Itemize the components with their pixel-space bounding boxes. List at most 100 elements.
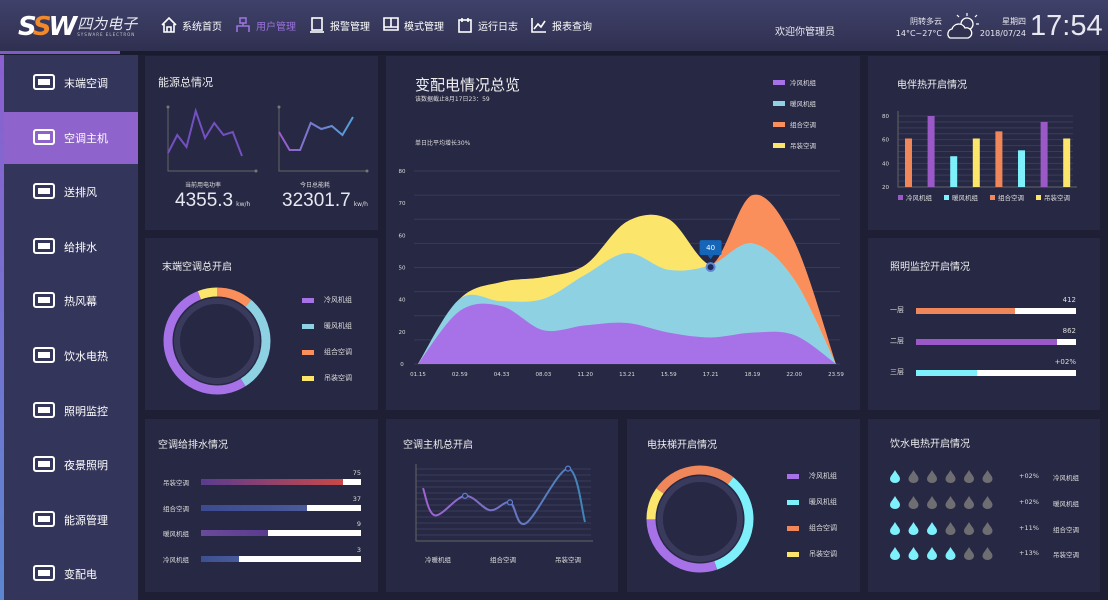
top-nav: 系统首页 用户管理 报警管理 模式管理 运行日志 报表查询 <box>160 16 592 34</box>
temperature: 14°C~27°C <box>895 29 942 38</box>
axis <box>278 107 367 172</box>
sidebar-item-9[interactable]: 能源管理 <box>4 494 138 546</box>
sidebar-item-8[interactable]: 夜景照明 <box>4 439 138 491</box>
water-drop-icon <box>908 495 919 509</box>
bar <box>1018 150 1025 187</box>
legend-swatch <box>1036 195 1041 200</box>
donut-segment <box>163 287 271 395</box>
tooltip-box <box>699 240 722 256</box>
nav-item-1[interactable]: 系统首页 <box>160 16 222 34</box>
sidebar-item-6[interactable]: 饮水电热 <box>4 330 138 382</box>
legend-item: 组合空调 <box>787 523 837 533</box>
water-drop-icon <box>945 521 956 535</box>
donut-segment <box>646 465 754 573</box>
percent-value: +02% <box>1019 472 1039 480</box>
ac-unit-icon <box>33 74 55 90</box>
terminal-ac-donut <box>163 287 271 395</box>
y-tick-label: 0 <box>400 362 404 368</box>
row-label: 吊装空调 <box>1053 551 1079 560</box>
row-label: 吊装空调 <box>163 479 189 487</box>
legend-swatch <box>898 195 903 200</box>
night-light-icon <box>33 456 55 473</box>
legend-swatch <box>787 473 799 479</box>
y-tick-label: 60 <box>882 138 889 144</box>
water-drop-icon <box>945 495 956 509</box>
water-progress-bar <box>201 479 361 485</box>
panel-title: 照明监控开启情况 <box>890 262 970 273</box>
sidebar-label: 变配电 <box>64 568 97 582</box>
floor-progress-bar <box>916 370 1076 376</box>
brand-name: 四为电子 <box>77 15 138 33</box>
legend-swatch <box>302 323 314 329</box>
stacked-area-chart: 0 20 40 50 60 70 80 01.15 02.59 04.33 08.03 11.20 13… <box>399 78 845 378</box>
sidebar-item-4[interactable]: 给排水 <box>4 221 138 273</box>
percent-value: +11% <box>1019 523 1039 532</box>
water-pump-icon <box>33 237 55 254</box>
water-drop-icon <box>927 547 937 561</box>
legend-label: 吊装空调 <box>809 550 837 558</box>
water-drop-icon <box>927 521 937 535</box>
legend-swatch <box>787 499 799 505</box>
nav-item-3[interactable]: 报警管理 <box>308 16 370 34</box>
sidebar-label: 热风幕 <box>64 295 97 309</box>
sidebar-label: 夜景照明 <box>64 459 108 473</box>
energy-line <box>278 116 354 151</box>
nav-label: 系统首页 <box>182 21 222 33</box>
floor-progress-bar <box>916 339 1076 345</box>
legend-label: 暖风机组 <box>324 322 352 330</box>
air-curtain-icon <box>33 292 55 309</box>
weather: 阴转多云 14°C~27°C <box>896 16 942 40</box>
nav-item-2[interactable]: 用户管理 <box>234 16 296 34</box>
sidebar-label: 空调主机 <box>64 131 108 145</box>
logo[interactable]: SSW 四为电子 SYSWARE ELECTRON <box>18 12 137 42</box>
water-drop-icon <box>945 547 956 561</box>
sidebar-item-5[interactable]: 热风幕 <box>4 275 138 327</box>
legend-swatch <box>302 349 314 355</box>
sidebar-item-3[interactable]: 送排风 <box>4 166 138 218</box>
water-drop-icon <box>964 495 974 509</box>
x-tick-label: 11.20 <box>577 372 593 378</box>
legend-swatch <box>773 101 785 106</box>
water-drop-icon <box>982 470 993 483</box>
sidebar-item-1[interactable]: 末端空调 <box>4 57 138 109</box>
lighting-panel: 照明监控开启情况 一层 412 二层 862 三层 +02% <box>868 238 1100 410</box>
clock: 17:54 <box>1030 10 1103 42</box>
water-drop-icon <box>890 547 900 561</box>
drop-rating <box>890 547 993 561</box>
water-drop-icon <box>945 470 956 483</box>
water-drop-icon <box>982 495 993 509</box>
log-icon <box>458 18 472 33</box>
bar <box>950 156 958 187</box>
donut-segment <box>646 465 754 573</box>
sidebar-label: 末端空调 <box>64 77 108 90</box>
bar-fill <box>201 479 344 485</box>
sidebar-item-2[interactable]: 空调主机 <box>4 111 138 164</box>
bar <box>905 138 912 187</box>
nav-item-4[interactable]: 模式管理 <box>382 16 444 34</box>
water-drop-icon <box>890 521 900 535</box>
legend-label: 冷风机组 <box>906 193 933 202</box>
sidebar-item-7[interactable]: 照明监控 <box>4 385 138 437</box>
nav-label: 报警管理 <box>330 21 370 33</box>
row-label: 暖风机组 <box>163 530 189 538</box>
panel-title: 空调给排水情况 <box>158 440 228 451</box>
floor-value: 862 <box>1062 327 1076 335</box>
legend-item: 暖风机组 <box>302 321 352 331</box>
water-drop-icon <box>890 470 900 483</box>
floor-label: 二层 <box>890 337 904 345</box>
sidebar-item-10[interactable]: 变配电 <box>4 548 138 600</box>
drop-rating <box>890 495 993 509</box>
donut-inner-ring <box>657 476 743 562</box>
bar-chart: 20 40 60 80 冷风机组 暖风机组 组合空调 吊装空调 <box>882 111 1077 202</box>
water-progress-bar <box>201 530 361 536</box>
power-reading: 4355.3 kw/h <box>175 190 250 212</box>
nav-item-6[interactable]: 报表查询 <box>530 16 592 34</box>
row-label: 组合空调 <box>163 504 189 513</box>
total-label: 今日总能耗 <box>300 182 331 189</box>
floor-value: 412 <box>1062 296 1076 304</box>
legend-label: 吊装空调 <box>1044 193 1070 202</box>
row-value: 75 <box>352 469 361 477</box>
nav-item-5[interactable]: 运行日志 <box>456 16 518 34</box>
y-tick-label: 80 <box>399 169 406 175</box>
legend-label: 组合空调 <box>998 193 1024 202</box>
